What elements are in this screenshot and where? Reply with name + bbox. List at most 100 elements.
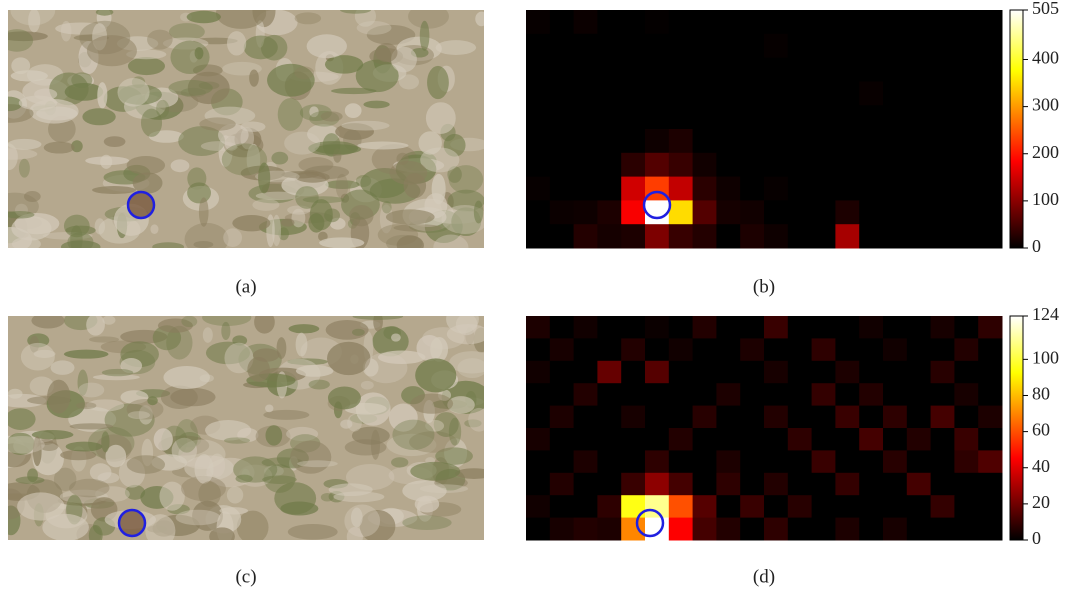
- photo: [0, 305, 495, 547]
- heatmap-cell: [954, 518, 978, 541]
- heatmap-cell: [597, 361, 621, 384]
- heatmap-cell: [740, 58, 764, 82]
- texture-blob: [294, 66, 314, 79]
- heatmap-cell: [645, 10, 669, 34]
- texture-blob: [147, 30, 173, 50]
- heatmap-cell: [645, 153, 669, 177]
- texture-blob: [396, 153, 408, 165]
- heatmap-cell: [716, 316, 740, 339]
- texture-blob: [328, 387, 361, 410]
- heatmap-cell: [835, 200, 859, 224]
- texture-blob: [408, 4, 449, 29]
- heatmap-cell: [978, 338, 1002, 361]
- heatmap-cell: [907, 177, 931, 201]
- texture-blob: [102, 369, 133, 376]
- heatmap-cell: [669, 361, 693, 384]
- heatmap-cell: [764, 495, 788, 518]
- heatmap-cell: [788, 428, 812, 451]
- heatmap-cell: [597, 81, 621, 105]
- heatmap-cell: [883, 518, 907, 541]
- heatmap-cell: [716, 10, 740, 34]
- heatmap-cell: [645, 473, 669, 496]
- heatmap-cell: [621, 177, 645, 201]
- heatmap-cell: [931, 81, 955, 105]
- heatmap-cell: [740, 81, 764, 105]
- heatmap-cell: [859, 450, 883, 473]
- texture-blob: [89, 336, 119, 342]
- heatmap-cell: [740, 200, 764, 224]
- heatmap-cell: [740, 316, 764, 339]
- heatmap-cell: [621, 518, 645, 541]
- heatmap-cell: [883, 81, 907, 105]
- texture-blob: [78, 383, 104, 398]
- heatmap-cell: [954, 316, 978, 339]
- heatmap-cell: [693, 58, 717, 82]
- texture-blob: [410, 394, 453, 414]
- panel-caption: (c): [235, 566, 256, 587]
- heatmap-cell: [954, 361, 978, 384]
- texture-blob: [203, 327, 213, 343]
- texture-blob: [171, 159, 190, 172]
- texture-blob: [86, 314, 105, 336]
- page: {"figure": {"panels": [ {"label": "(a)"}…: [0, 0, 1073, 594]
- heatmap-cell: [597, 224, 621, 248]
- heatmap-cell: [859, 34, 883, 58]
- heatmap-cell: [764, 153, 788, 177]
- heatmap-cell: [859, 81, 883, 105]
- heatmap-cell: [740, 428, 764, 451]
- texture-blob: [256, 192, 301, 200]
- heatmap-cell: [978, 224, 1002, 248]
- texture-blob: [156, 100, 169, 118]
- heatmap-cell: [716, 105, 740, 129]
- texture-blob: [376, 43, 398, 62]
- texture-blob: [69, 479, 110, 498]
- heatmap-cell: [788, 361, 812, 384]
- heatmap-cell: [669, 450, 693, 473]
- texture-blob: [159, 482, 184, 511]
- heatmap-cell: [812, 34, 836, 58]
- heatmap-cell: [812, 200, 836, 224]
- heatmap-cell: [978, 177, 1002, 201]
- heatmap-cell: [645, 34, 669, 58]
- colorbar-tick-label: 80: [1032, 384, 1050, 404]
- texture-blob: [24, 191, 41, 202]
- heatmap-cell: [645, 338, 669, 361]
- texture-blob: [232, 215, 270, 231]
- colorbar: [1010, 316, 1023, 540]
- heatmap-cell: [835, 383, 859, 406]
- heatmap-cell: [621, 450, 645, 473]
- heatmap-cell: [764, 105, 788, 129]
- heatmap-cell: [693, 383, 717, 406]
- heatmap-cell: [693, 316, 717, 339]
- heatmap-cell: [645, 200, 669, 224]
- heatmap-cell: [907, 338, 931, 361]
- texture-blob: [236, 475, 253, 483]
- texture-blob: [386, 209, 435, 224]
- heatmap-cell: [788, 34, 812, 58]
- texture-blob: [415, 358, 456, 392]
- heatmap-cell: [764, 383, 788, 406]
- texture-blob: [202, 309, 251, 326]
- heatmap-cell: [954, 428, 978, 451]
- heatmap-cell: [574, 428, 598, 451]
- heatmap-cell: [597, 129, 621, 153]
- colorbar-tick-label: 20: [1032, 492, 1050, 512]
- heatmap-cell: [835, 153, 859, 177]
- heatmap-cell: [788, 450, 812, 473]
- colorbar-tick-label: 100: [1032, 189, 1059, 209]
- texture-blob: [433, 234, 468, 260]
- colorbar-tick-label: 505: [1032, 0, 1059, 18]
- heatmap-cell: [812, 383, 836, 406]
- heatmap-cell: [954, 338, 978, 361]
- heatmap-cell: [597, 518, 621, 541]
- texture-blob: [11, 57, 30, 74]
- heatmap-cell: [859, 383, 883, 406]
- texture-blob: [420, 21, 430, 51]
- heatmap-cell: [526, 473, 550, 496]
- heatmap-cell: [883, 383, 907, 406]
- heatmap-cell: [931, 153, 955, 177]
- heatmap-cell: [669, 224, 693, 248]
- texture-blob: [224, 437, 250, 443]
- colorbar-tick-label: 0: [1032, 236, 1041, 256]
- heatmap-cell: [597, 177, 621, 201]
